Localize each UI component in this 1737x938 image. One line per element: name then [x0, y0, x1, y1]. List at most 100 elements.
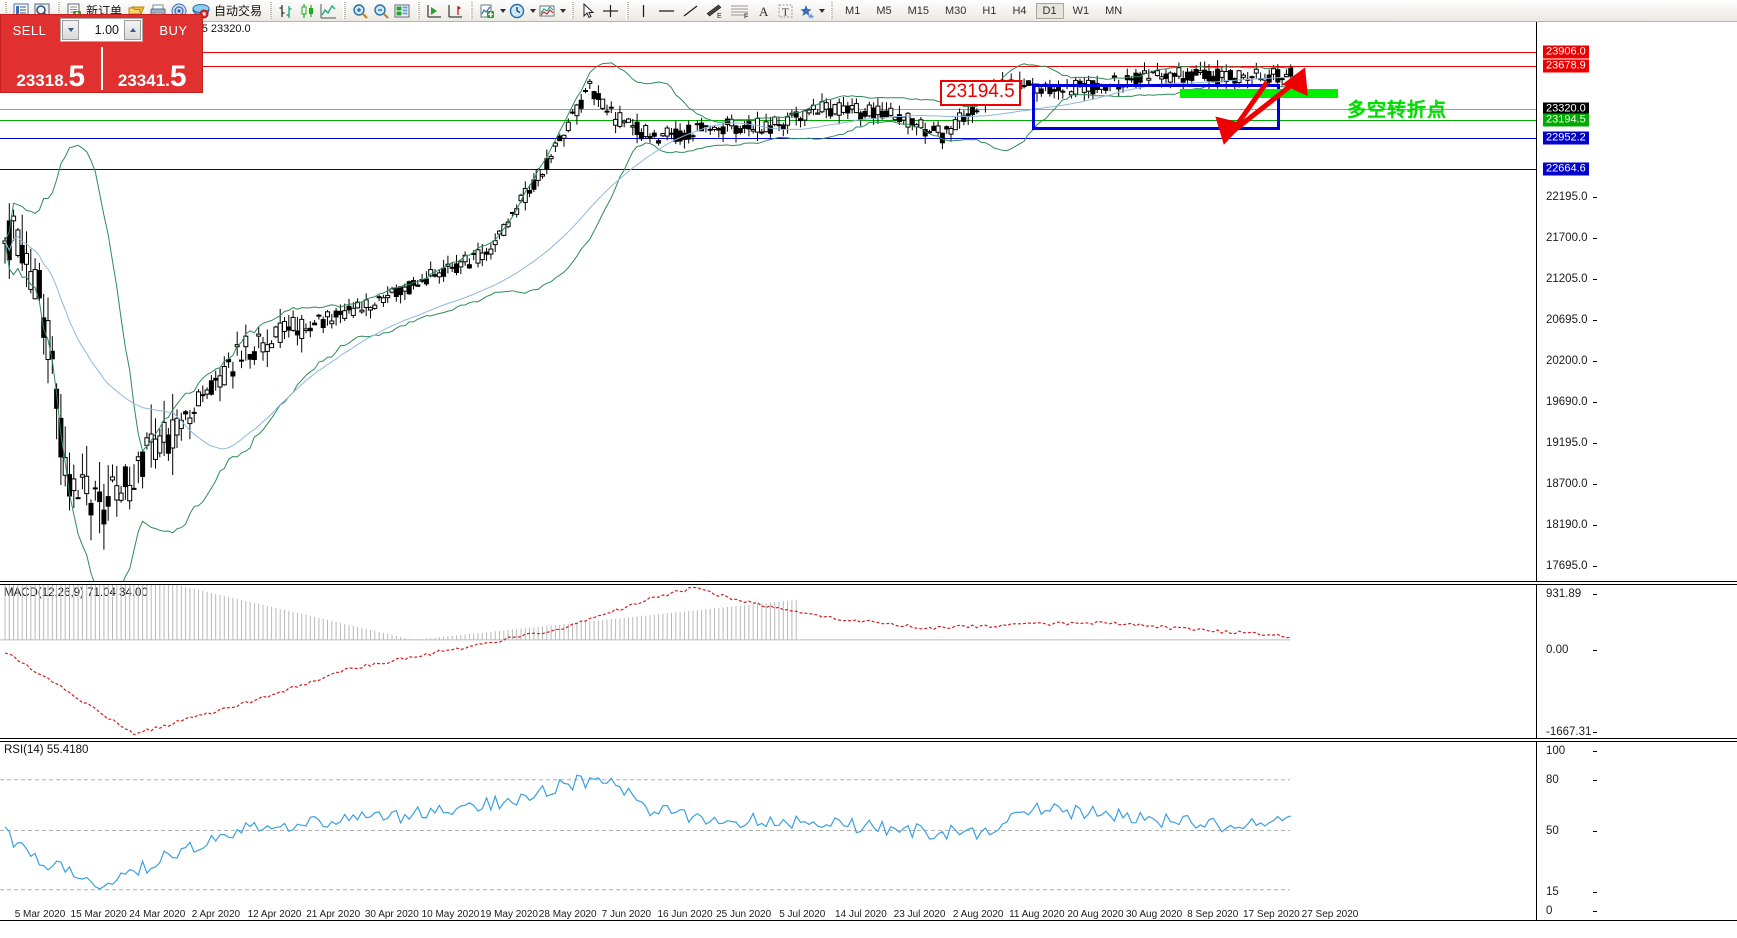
timeframe-h4[interactable]: H4 — [1012, 4, 1027, 17]
macd-axis[interactable]: 931.89 0.00 -1667.31 — [1536, 585, 1737, 738]
date-tick-label: 5 Mar 2020 — [14, 909, 66, 920]
sell-button[interactable]: SELL — [1, 15, 58, 45]
cursor-icon[interactable] — [578, 1, 599, 21]
svg-text:E: E — [717, 13, 722, 19]
consolidation-box[interactable] — [1032, 84, 1280, 130]
crosshair-icon[interactable] — [599, 1, 622, 21]
macd-pane[interactable]: MACD(12,26,9) 71.04 34.00 931.89 0.00 -166… — [0, 584, 1737, 739]
axis-tick — [1593, 443, 1597, 444]
price-level-resistance-lower[interactable]: 23678.9 — [1543, 59, 1589, 73]
buy-price-integer: 23341 — [117, 71, 166, 90]
price-divider — [100, 47, 103, 90]
svg-text:A: A — [759, 4, 769, 19]
svg-text:F: F — [744, 13, 748, 19]
rsi-pane[interactable]: RSI(14) 55.4180 5 Mar 2020 15 Mar 2020 24 … — [0, 741, 1737, 921]
level-line-23906 — [0, 52, 1536, 53]
price-tick-label: 18700.0 — [1546, 478, 1588, 490]
timeframe-m30[interactable]: M30 — [945, 4, 967, 17]
rsi-tick-label: 0 — [1546, 905, 1553, 917]
timeframe-m15[interactable]: M15 — [907, 4, 929, 17]
indicators-icon[interactable] — [477, 1, 498, 21]
date-tick-label: 30 Aug 2020 — [1125, 909, 1183, 920]
price-level-support-upper[interactable]: 22952.2 — [1543, 131, 1589, 145]
bar-chart-icon[interactable] — [276, 1, 297, 21]
volume-increment-button[interactable] — [124, 20, 141, 40]
price-level-support-lower[interactable]: 22664.6 — [1543, 162, 1589, 176]
timeframe-h1[interactable]: H1 — [982, 4, 997, 17]
axis-tick — [1593, 525, 1597, 526]
rsi-title: RSI(14) 55.4180 — [4, 744, 89, 756]
main-toolbar: 新订单 自动交易 — [0, 0, 1737, 22]
date-axis: 5 Mar 2020 15 Mar 2020 24 Mar 2020 2 Apr 20… — [0, 907, 1536, 920]
vertical-line-icon[interactable] — [633, 1, 654, 21]
price-tick-label: 19195.0 — [1546, 437, 1588, 449]
zoom-out-icon[interactable] — [371, 1, 392, 21]
timeframe-bar: M1 M5 M15 M30 H1 H4 D1 W1 MN — [837, 2, 1130, 19]
line-chart-icon[interactable] — [318, 1, 339, 21]
clock-icon[interactable] — [507, 1, 528, 21]
price-callout-label[interactable]: 23194.5 — [940, 80, 1021, 106]
macd-plot-area[interactable]: MACD(12,26,9) 71.04 34.00 — [0, 585, 1536, 738]
price-level-current-bid[interactable]: 23320.0 — [1543, 102, 1589, 116]
chevron-down-icon[interactable] — [498, 1, 507, 21]
buy-price-decimal: 5 — [169, 59, 187, 93]
horizontal-scrollbar[interactable] — [0, 925, 1737, 938]
axis-tick — [1593, 831, 1597, 832]
shapes-icon[interactable] — [796, 1, 817, 21]
fibonacci-retracement-icon[interactable]: F — [727, 1, 754, 21]
candlestick-chart-icon[interactable] — [297, 1, 318, 21]
chevron-down-icon[interactable] — [817, 1, 826, 21]
date-tick-label: 27 Sep 2020 — [1301, 909, 1359, 920]
text-label-icon[interactable]: T — [775, 1, 796, 21]
trendline-icon[interactable] — [679, 1, 702, 21]
timeframe-mn[interactable]: MN — [1105, 4, 1123, 17]
chart-shift-icon[interactable] — [445, 1, 466, 21]
level-line-23320 — [0, 109, 1536, 110]
date-tick-label: 14 Jul 2020 — [835, 909, 887, 920]
buy-button[interactable]: BUY — [145, 15, 202, 45]
price-plot-area[interactable]: 23194.5 多空转折点 — [0, 22, 1536, 581]
toolbar-separator — [417, 2, 421, 19]
price-pane[interactable]: JPN225-, Daily 23327.5 23352.5 23202.5 2… — [0, 22, 1737, 736]
horizontal-line-icon[interactable] — [654, 1, 679, 21]
text-icon[interactable]: A — [754, 1, 775, 21]
sell-price[interactable]: 23318 . 5 — [1, 45, 101, 92]
buy-price-dot: . — [165, 71, 170, 90]
timeframe-w1[interactable]: W1 — [1072, 4, 1090, 17]
volume-input[interactable]: 1.00 — [60, 18, 143, 42]
timeframe-m5[interactable]: M5 — [876, 4, 892, 17]
date-tick-label: 21 Apr 2020 — [306, 909, 361, 920]
folder-icon[interactable] — [125, 1, 148, 21]
auto-scroll-icon[interactable] — [424, 1, 445, 21]
turning-point-text[interactable]: 多空转折点 — [1347, 99, 1448, 121]
trade-panel-price-row: 23318 . 5 23341 . 5 — [1, 45, 202, 92]
price-level-resistance-upper[interactable]: 23906.0 — [1543, 45, 1589, 59]
volume-value[interactable]: 1.00 — [94, 23, 119, 37]
templates-icon[interactable] — [537, 1, 558, 21]
zoom-in-icon[interactable] — [350, 1, 371, 21]
buy-price[interactable]: 23341 . 5 — [103, 45, 203, 92]
axis-tick — [1593, 238, 1597, 239]
axis-tick — [1593, 566, 1597, 567]
axis-tick — [1593, 751, 1597, 752]
chevron-down-icon[interactable] — [528, 1, 537, 21]
chevron-down-icon[interactable] — [558, 1, 567, 21]
date-tick-label: 16 Jun 2020 — [657, 909, 713, 920]
equidistant-channel-icon[interactable]: E — [702, 1, 727, 21]
price-tick-label: 20200.0 — [1546, 355, 1588, 367]
rsi-tick-label: 15 — [1546, 886, 1559, 898]
rsi-axis[interactable]: 100 80 50 15 0 — [1536, 742, 1737, 920]
tile-windows-icon[interactable] — [392, 1, 413, 21]
price-level-current-ask[interactable]: 23194.5 — [1543, 113, 1589, 127]
svg-text:T: T — [782, 6, 789, 18]
one-click-trading-panel[interactable]: SELL 1.00 BUY 23318 . 5 23341 . 5 — [0, 14, 203, 93]
rsi-tick-label: 50 — [1546, 825, 1559, 837]
price-axis[interactable]: 22195.0 21700.0 21205.0 20695.0 20200.0 19690… — [1536, 22, 1737, 736]
rsi-plot-area[interactable]: RSI(14) 55.4180 5 Mar 2020 15 Mar 2020 24 … — [0, 742, 1536, 920]
timeframe-d1[interactable]: D1 — [1035, 2, 1064, 19]
reversal-arrow[interactable] — [1195, 62, 1325, 152]
macd-tick-label: 0.00 — [1546, 644, 1569, 656]
timeframe-m1[interactable]: M1 — [845, 4, 861, 17]
volume-decrement-button[interactable] — [62, 20, 79, 40]
autotrading-label[interactable]: 自动交易 — [214, 4, 263, 18]
